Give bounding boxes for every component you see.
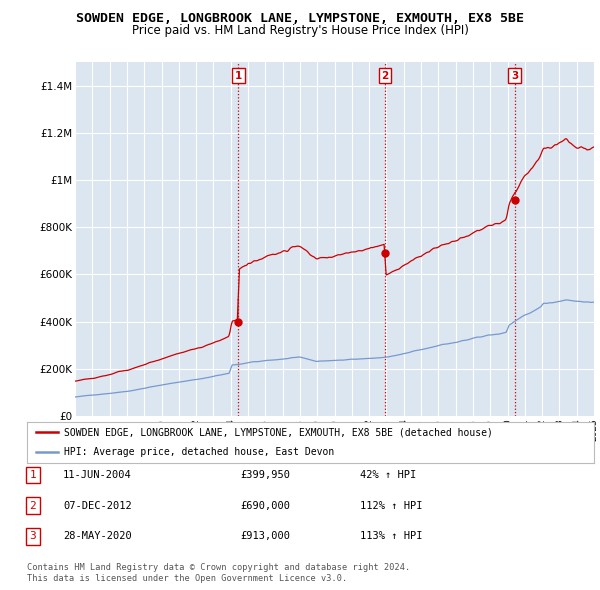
Text: 11-JUN-2004: 11-JUN-2004	[63, 470, 132, 480]
Text: 112% ↑ HPI: 112% ↑ HPI	[360, 501, 422, 510]
Text: 28-MAY-2020: 28-MAY-2020	[63, 532, 132, 541]
Text: 1: 1	[29, 470, 37, 480]
Text: £690,000: £690,000	[240, 501, 290, 510]
Text: SOWDEN EDGE, LONGBROOK LANE, LYMPSTONE, EXMOUTH, EX8 5BE: SOWDEN EDGE, LONGBROOK LANE, LYMPSTONE, …	[76, 12, 524, 25]
Text: 07-DEC-2012: 07-DEC-2012	[63, 501, 132, 510]
Text: SOWDEN EDGE, LONGBROOK LANE, LYMPSTONE, EXMOUTH, EX8 5BE (detached house): SOWDEN EDGE, LONGBROOK LANE, LYMPSTONE, …	[64, 427, 493, 437]
Text: 2: 2	[382, 71, 389, 81]
Text: 2: 2	[29, 501, 37, 510]
Text: £913,000: £913,000	[240, 532, 290, 541]
Text: 1: 1	[235, 71, 242, 81]
Text: 113% ↑ HPI: 113% ↑ HPI	[360, 532, 422, 541]
Text: Contains HM Land Registry data © Crown copyright and database right 2024.
This d: Contains HM Land Registry data © Crown c…	[27, 563, 410, 583]
Text: 42% ↑ HPI: 42% ↑ HPI	[360, 470, 416, 480]
Text: £399,950: £399,950	[240, 470, 290, 480]
Text: 3: 3	[29, 532, 37, 541]
Text: HPI: Average price, detached house, East Devon: HPI: Average price, detached house, East…	[64, 447, 334, 457]
Text: Price paid vs. HM Land Registry's House Price Index (HPI): Price paid vs. HM Land Registry's House …	[131, 24, 469, 37]
Text: 3: 3	[511, 71, 518, 81]
